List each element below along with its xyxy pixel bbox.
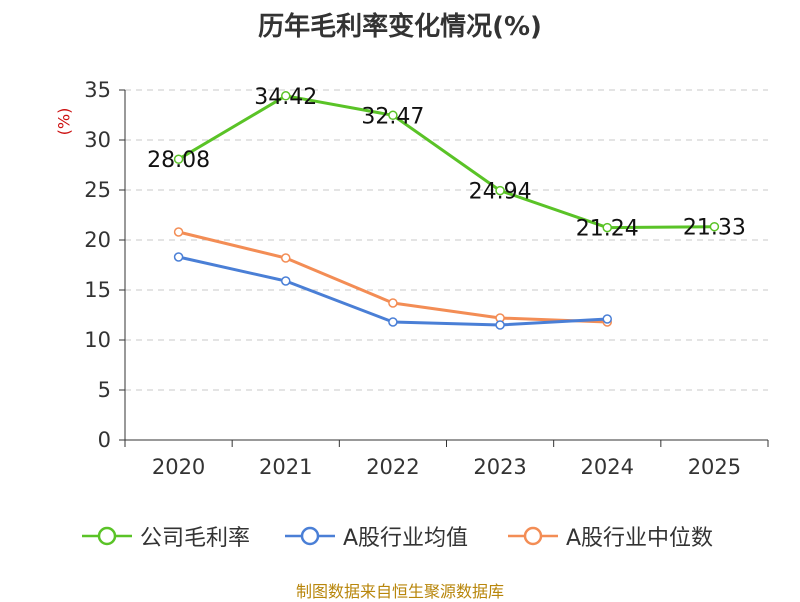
data-labels: 28.08 34.42 32.47 24.94 21.24 21.33 (147, 85, 746, 242)
legend-item-industry-median[interactable]: A股行业中位数 (508, 516, 713, 556)
data-label: 34.42 (254, 85, 317, 110)
data-point (388, 110, 398, 121)
series-line-0 (177, 94, 715, 230)
x-tick-label: 2023 (473, 455, 526, 479)
series-line-2 (178, 230, 608, 324)
data-point (602, 222, 612, 233)
y-tick-label: 25 (84, 178, 111, 202)
data-point (388, 298, 398, 308)
y-tick-label: 35 (84, 78, 111, 102)
legend-line-marker-icon (82, 526, 132, 546)
legend-line-marker-icon (285, 526, 335, 546)
legend-item-company[interactable]: 公司毛利率 (82, 516, 250, 556)
data-point (602, 314, 612, 324)
legend-label: A股行业均值 (343, 526, 469, 551)
legend-label: 公司毛利率 (140, 526, 251, 551)
data-point (281, 91, 291, 101)
y-tick-label: 0 (98, 428, 111, 452)
x-tick-label: 2022 (366, 455, 419, 479)
y-tick-label: 5 (98, 378, 111, 402)
data-point (495, 320, 505, 330)
data-point (173, 154, 184, 164)
data-label: 28.08 (147, 148, 210, 173)
data-label: 21.33 (683, 216, 746, 241)
x-tick-label: 2021 (259, 455, 312, 479)
x-tick-label: 2024 (581, 455, 634, 479)
y-tick-label: 30 (84, 128, 111, 152)
legend-label: A股行业中位数 (566, 526, 714, 551)
data-point (709, 221, 720, 232)
x-tick-label: 2020 (152, 455, 205, 479)
data-label: 32.47 (361, 104, 424, 129)
legend-item-industry-mean[interactable]: A股行业均值 (285, 516, 468, 556)
y-tick-label: 15 (84, 278, 111, 302)
data-point (495, 185, 505, 196)
data-point (173, 252, 184, 262)
data-point (281, 276, 291, 286)
data-point (173, 227, 184, 237)
series-lines (173, 91, 720, 330)
x-tick-label: 2025 (688, 455, 741, 479)
legend-line-marker-icon (508, 526, 558, 546)
grid-lines (125, 89, 768, 391)
data-point (388, 317, 398, 327)
series-line-1 (178, 255, 608, 327)
data-point (281, 253, 291, 263)
legend: 公司毛利率 A股行业均值 A股行业中位数 (0, 516, 800, 556)
data-label: 21.24 (576, 217, 639, 242)
data-source-footer: 制图数据来自恒生聚源数据库 (295, 582, 504, 601)
y-tick-label: 10 (84, 328, 111, 352)
y-tick-label: 20 (84, 228, 111, 252)
data-label: 24.94 (469, 180, 532, 205)
chart-title: 历年毛利率变化情况(%) (258, 12, 542, 42)
